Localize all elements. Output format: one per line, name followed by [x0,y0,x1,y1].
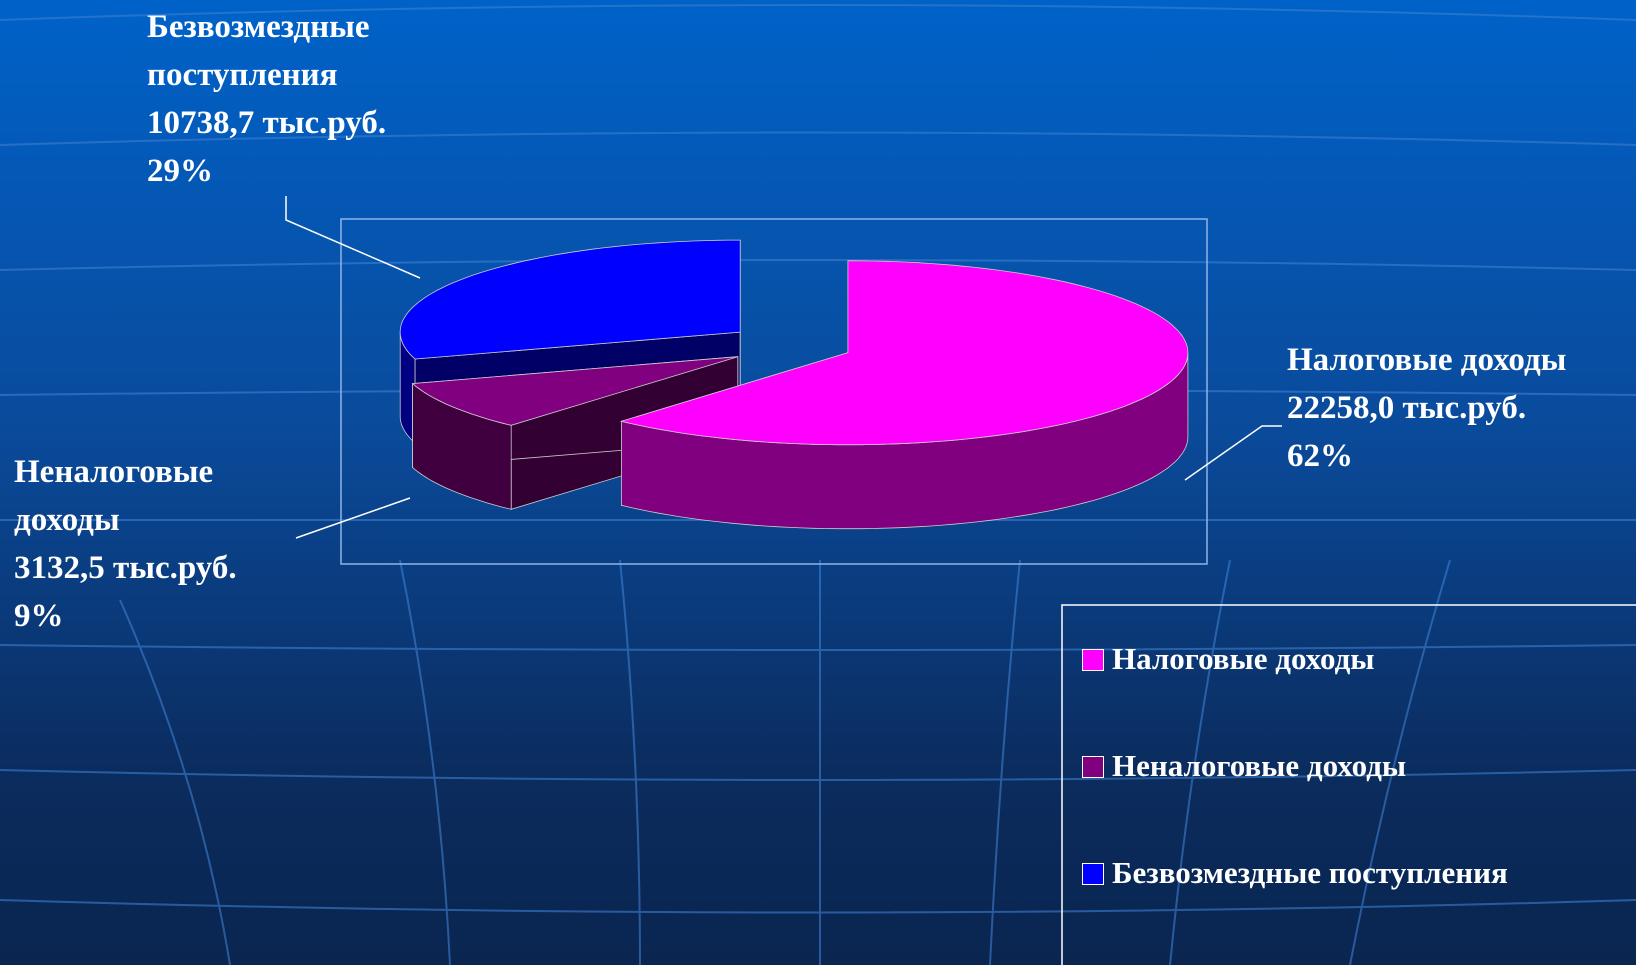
data-label: Налоговые доходы 22258,0 тыс.руб. 62% [1287,336,1587,480]
data-label-value: 3132,5 тыс.руб. [14,550,237,586]
legend-box [1061,604,1636,965]
legend-swatch [1082,863,1104,885]
data-label: Безвозмездные поступления 10738,7 тыс.руб… [147,3,437,195]
pie [399,239,1189,530]
slice [411,356,738,426]
data-label-name: Безвозмездные поступления [147,9,370,93]
legend-label: Безвозмездные поступления [1112,855,1508,890]
slice [399,239,741,360]
legend-label: Неналоговые доходы [1112,748,1407,783]
data-label-name: Неналоговые доходы [14,454,214,538]
data-label-value: 10738,7 тыс.руб. [147,105,387,141]
plot-area [340,218,1208,565]
slice [619,260,1189,446]
legend-swatch [1082,756,1104,778]
data-label-value: 22258,0 тыс.руб. [1287,390,1527,426]
legend-swatch [1082,649,1104,671]
data-label-name: Налоговые доходы [1287,342,1567,378]
data-label-percent: 29% [147,153,213,189]
leader-lines [285,196,1282,539]
data-label-percent: 9% [14,598,64,634]
data-label: Неналоговые доходы 3132,5 тыс.руб. 9% [14,448,294,640]
legend-label: Налоговые доходы [1112,641,1375,676]
data-label-percent: 62% [1287,438,1353,474]
